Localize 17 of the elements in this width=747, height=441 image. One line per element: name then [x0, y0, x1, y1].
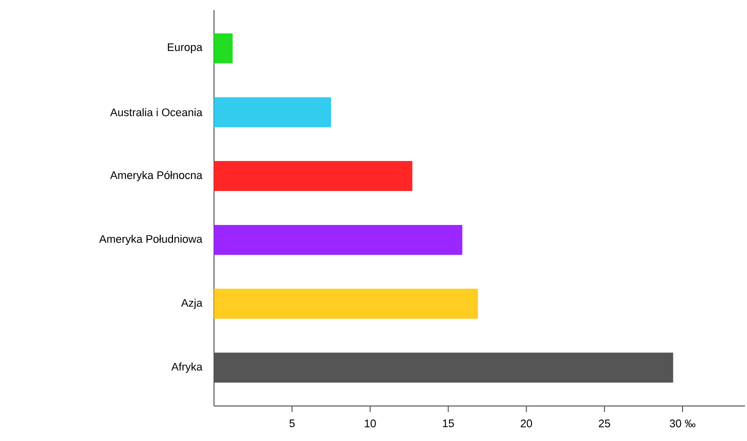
bar: [214, 97, 332, 128]
x-tick-label: 10: [364, 420, 376, 428]
x-tick-label: 30 ‰: [670, 420, 696, 428]
x-tick-label: 5: [289, 420, 295, 428]
y-tick-label: Afryka: [171, 362, 202, 373]
x-tick-label: 15: [442, 420, 454, 428]
y-tick-label: Azja: [181, 298, 202, 309]
x-tick-label: 20: [520, 420, 532, 428]
bar: [214, 161, 412, 192]
x-tick-label: 25: [598, 420, 610, 428]
y-tick-label: Ameryka Południowa: [99, 234, 202, 246]
y-tick-label: Ameryka Północna: [110, 170, 202, 182]
bar: [214, 33, 233, 64]
bar: [214, 288, 478, 319]
y-tick-label: Europa: [168, 43, 202, 54]
y-tick-label: Australia i Oceania: [110, 108, 202, 116]
bar: [214, 224, 462, 255]
